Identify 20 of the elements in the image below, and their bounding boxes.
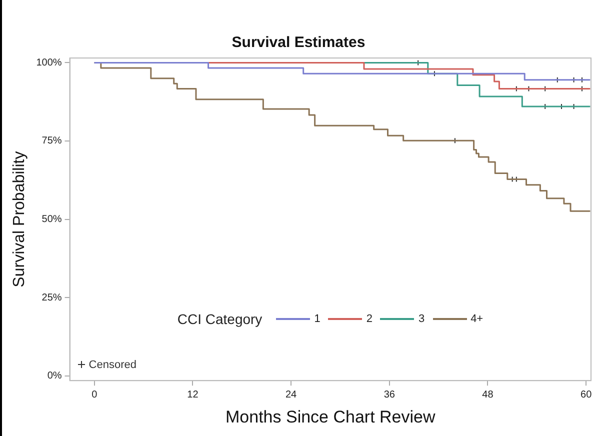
legend-title: CCI Category	[177, 310, 262, 327]
x-tick-label: 12	[187, 389, 199, 400]
legend-label: 1	[313, 312, 320, 325]
y-tick-label: 25%	[42, 292, 62, 304]
legend-label: 4+	[470, 312, 484, 325]
x-tick-label: 36	[384, 389, 396, 400]
legend-label: 3	[417, 312, 425, 325]
x-tick-label: 48	[482, 389, 494, 400]
x-axis-title: Months Since Chart Review	[226, 407, 436, 426]
y-tick-label: 50%	[42, 214, 62, 226]
y-tick-label: 0%	[47, 370, 62, 382]
legend-label: Censored	[88, 358, 136, 371]
y-tick-label: 75%	[42, 136, 62, 147]
y-tick-label: 100%	[36, 57, 62, 68]
x-tick-label: 24	[285, 389, 298, 400]
legend-label: 2	[365, 312, 372, 325]
x-tick-label: 60	[580, 389, 592, 400]
chart-title: Survival Estimates	[232, 34, 366, 52]
y-axis-title: Survival Probability	[11, 151, 28, 288]
x-tick-label: 0	[92, 389, 98, 400]
